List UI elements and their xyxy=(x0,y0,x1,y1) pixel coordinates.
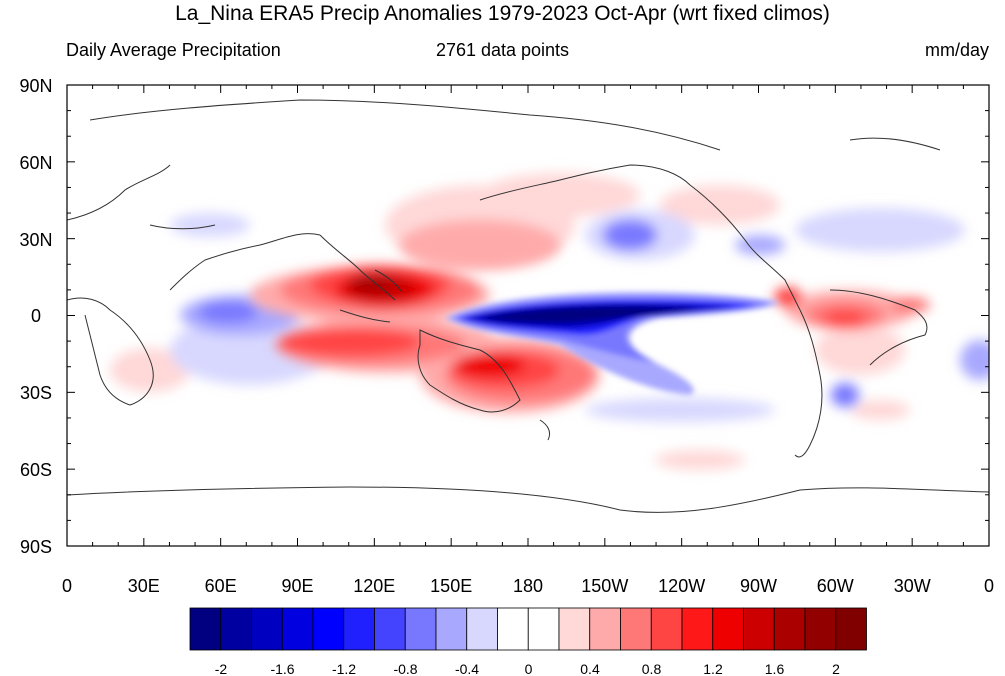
colorbar-label: -1.6 xyxy=(270,661,294,676)
colorbar-swatch xyxy=(681,607,714,651)
colorbar-swatch xyxy=(374,607,406,651)
colorbar-swatch xyxy=(804,607,837,651)
colorbar-swatch xyxy=(251,607,283,651)
lat-label: 60S xyxy=(20,460,52,480)
longitude-labels: 0 30E 60E 90E 120E 150E 180 150W 120W 90… xyxy=(62,576,994,596)
colorbar xyxy=(189,607,867,651)
lat-label: 60N xyxy=(19,153,52,173)
colorbar-label: 0.8 xyxy=(642,661,662,676)
colorbar-swatch xyxy=(650,607,683,651)
colorbar-swatch xyxy=(343,607,375,651)
colorbar-label: 0 xyxy=(525,661,533,676)
lon-label: 90E xyxy=(281,576,313,596)
lat-label: 90S xyxy=(20,537,52,557)
anomaly-field xyxy=(67,99,989,513)
colorbar-label: -2 xyxy=(215,661,228,676)
coastlines xyxy=(67,99,989,513)
lon-label: 90W xyxy=(740,576,777,596)
axis-ticks xyxy=(66,84,990,547)
colorbar-labels: -2 -1.6 -1.2 -0.8 -0.4 0 0.4 0.8 1.2 1.6… xyxy=(215,661,840,676)
lon-label: 60E xyxy=(205,576,237,596)
lon-label: 120E xyxy=(353,576,395,596)
lon-label: 150W xyxy=(581,576,628,596)
colorbar-label: -1.2 xyxy=(332,661,356,676)
units-label: mm/day xyxy=(924,40,989,60)
lon-label: 150E xyxy=(430,576,472,596)
colorbar-swatch xyxy=(435,607,468,651)
lon-label: 180 xyxy=(513,576,543,596)
colorbar-swatch xyxy=(281,607,314,651)
colorbar-swatch xyxy=(527,607,560,651)
lon-label: 30W xyxy=(894,576,931,596)
colorbar-label: -0.8 xyxy=(393,661,417,676)
colorbar-swatch xyxy=(620,607,652,651)
lon-label: 0 xyxy=(62,576,72,596)
colorbar-label: 2 xyxy=(832,661,840,676)
colorbar-swatch xyxy=(312,607,345,651)
lat-label: 30N xyxy=(19,230,52,250)
lat-label: 0 xyxy=(31,306,41,326)
colorbar-swatch xyxy=(497,607,529,651)
variable-label: Daily Average Precipitation xyxy=(66,40,281,60)
colorbar-swatch xyxy=(712,607,744,651)
latitude-labels: 90N 60N 30N 0 30S 60S 90S xyxy=(19,76,52,557)
colorbar-swatch xyxy=(589,607,621,651)
colorbar-label: 1.6 xyxy=(765,661,785,676)
colorbar-swatch xyxy=(773,607,806,651)
lat-label: 30S xyxy=(20,383,52,403)
colorbar-swatch xyxy=(404,607,437,651)
colorbar-swatch xyxy=(466,607,498,651)
lon-label: 60W xyxy=(817,576,854,596)
colorbar-label: -0.4 xyxy=(455,661,479,676)
lon-label: 0 xyxy=(984,576,994,596)
data-points-label: 2761 data points xyxy=(435,40,570,60)
lon-label: 30E xyxy=(128,576,160,596)
colorbar-label: 1.2 xyxy=(703,661,723,676)
lon-label: 120W xyxy=(658,576,705,596)
colorbar-swatch xyxy=(835,607,867,651)
colorbar-swatch xyxy=(743,607,775,651)
map-title: La_Nina ERA5 Precip Anomalies 1979-2023 … xyxy=(175,2,830,25)
colorbar-swatch xyxy=(558,607,591,651)
lat-label: 90N xyxy=(19,76,52,96)
colorbar-swatch xyxy=(189,607,222,651)
colorbar-swatch xyxy=(220,607,252,651)
colorbar-label: 0.4 xyxy=(580,661,600,676)
